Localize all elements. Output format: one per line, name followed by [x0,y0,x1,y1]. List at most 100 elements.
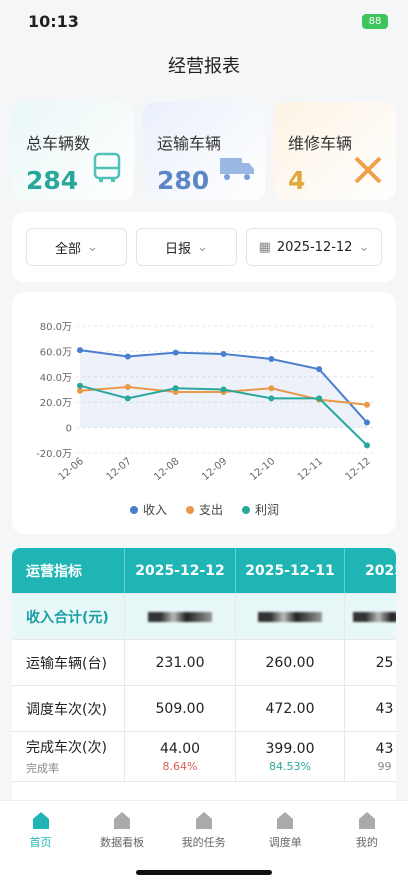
table-cell [236,594,345,640]
tab-icon [114,812,131,829]
table-cell [125,594,236,640]
cell-text: 43 [375,700,394,717]
table-cell: 25 [345,640,396,686]
legend-dot [242,506,250,514]
data-point [220,350,227,357]
tab-label: 调度单 [268,836,302,849]
row-label: 运输车辆(台) [26,655,107,672]
y-tick-label: 20.0万 [40,398,72,409]
header-text: 2025-12-11 [245,562,335,579]
y-tick-label: -20.0万 [36,449,72,460]
row-label: 完成车次(次) [26,740,107,756]
stat-value: 4 [288,166,306,195]
x-tick-label: 12-09 [200,456,229,483]
legend-label: 利润 [255,503,279,517]
filter-text: 2025-12-12 [276,239,353,255]
header-text: 2025-12-12 [135,562,225,579]
table-cell: 2025-12-11 [236,548,345,594]
table-cell: 44.00 8.64% [125,732,236,782]
tab-item[interactable]: 调度单 [245,800,326,860]
cell-text: 43 [375,740,394,757]
stat-value: 280 [157,166,210,195]
data-point [77,387,83,394]
table-cell: 43 [345,686,396,732]
tab-icon [195,812,212,829]
table-cell: 399.00 84.53% [236,732,345,782]
tab-item[interactable]: 我的任务 [163,800,244,860]
data-point [77,382,83,389]
table-cell: 收入合计(元) [12,594,125,640]
cell-text: 472.00 [265,700,315,717]
tab-item[interactable]: 我的 [326,800,407,860]
filter-select[interactable]: 日报 ⌄ [136,228,237,266]
cell-text: 231.00 [155,654,205,671]
tab-label: 我的任务 [181,836,226,849]
tab-icon [32,812,49,829]
data-point [316,366,323,373]
x-tick-label: 12-08 [152,456,181,483]
home-indicator [136,870,272,875]
data-point [220,386,227,393]
date-select[interactable]: ▦ 2025-12-12 ⌄ [246,228,382,266]
tab-item[interactable]: 首页 [0,800,81,860]
page-title: 经营报表 [168,56,240,77]
row-sublabel: 完成率 [26,762,59,775]
table-cell: 43 99 [345,732,396,782]
cell-text: 509.00 [155,700,205,717]
redacted-value [258,611,322,622]
x-tick-label: 12-10 [248,456,277,483]
cell-subtext: 84.53% [269,759,311,773]
table-cell: 260.00 [236,640,345,686]
redacted-value [352,611,396,622]
x-tick-label: 12-07 [104,456,133,483]
row-label: 收入合计(元) [26,609,109,626]
filter-text: 全部 [55,241,82,257]
chart-card [12,292,396,534]
legend-label: 收入 [143,503,167,517]
battery: 88 [362,14,388,29]
y-tick-label: 0 [66,424,72,435]
tab-icon [277,812,294,829]
x-tick-label: 12-11 [296,456,325,483]
cell-text: 399.00 [265,740,315,757]
stat-label: 总车辆数 [26,134,91,153]
cell-text: 44.00 [159,740,201,757]
table-cell: 509.00 [125,686,236,732]
data-point [268,385,275,392]
data-point [124,395,131,402]
y-tick-label: 40.0万 [40,373,72,384]
data-point [124,383,131,390]
data-point [77,347,83,354]
cell-subtext: 8.64% [162,759,198,773]
table-cell: 运营指标 [12,548,125,594]
data-point [124,353,131,360]
table-cell: 231.00 [125,640,236,686]
data-point [172,385,179,392]
stat-card: 运输车辆 280 [143,102,265,200]
stat-card: 维修车辆 4 [274,102,396,200]
data-point [268,395,275,402]
redacted-value [148,611,212,622]
filter-text: 日报 [165,241,192,257]
tab-icon [358,812,375,829]
data-point [364,442,370,449]
data-point [364,419,370,426]
filter-select[interactable]: 全部 ⌄ [26,228,127,266]
header-text: 运营指标 [26,563,82,580]
tools-icon [354,156,382,184]
tab-item[interactable]: 数据看板 [82,800,163,860]
stat-value: 284 [26,166,79,195]
tab-label: 数据看板 [100,836,145,849]
data-table: 运营指标 2025-12-12 2025-12-11 2025 收入合计(元) 运输车辆(… [12,548,396,800]
tab-label: 我的 [355,836,378,849]
cell-subtext: 99 [377,759,392,773]
table-cell: 472.00 [236,686,345,732]
legend-dot [186,506,194,514]
table-cell: 运输车辆(台) [12,640,125,686]
y-tick-label: 80.0万 [40,322,72,333]
van-icon [220,158,254,180]
table-cell [345,594,396,640]
stat-label: 维修车辆 [288,134,353,153]
cell-text: 25 [375,654,394,671]
